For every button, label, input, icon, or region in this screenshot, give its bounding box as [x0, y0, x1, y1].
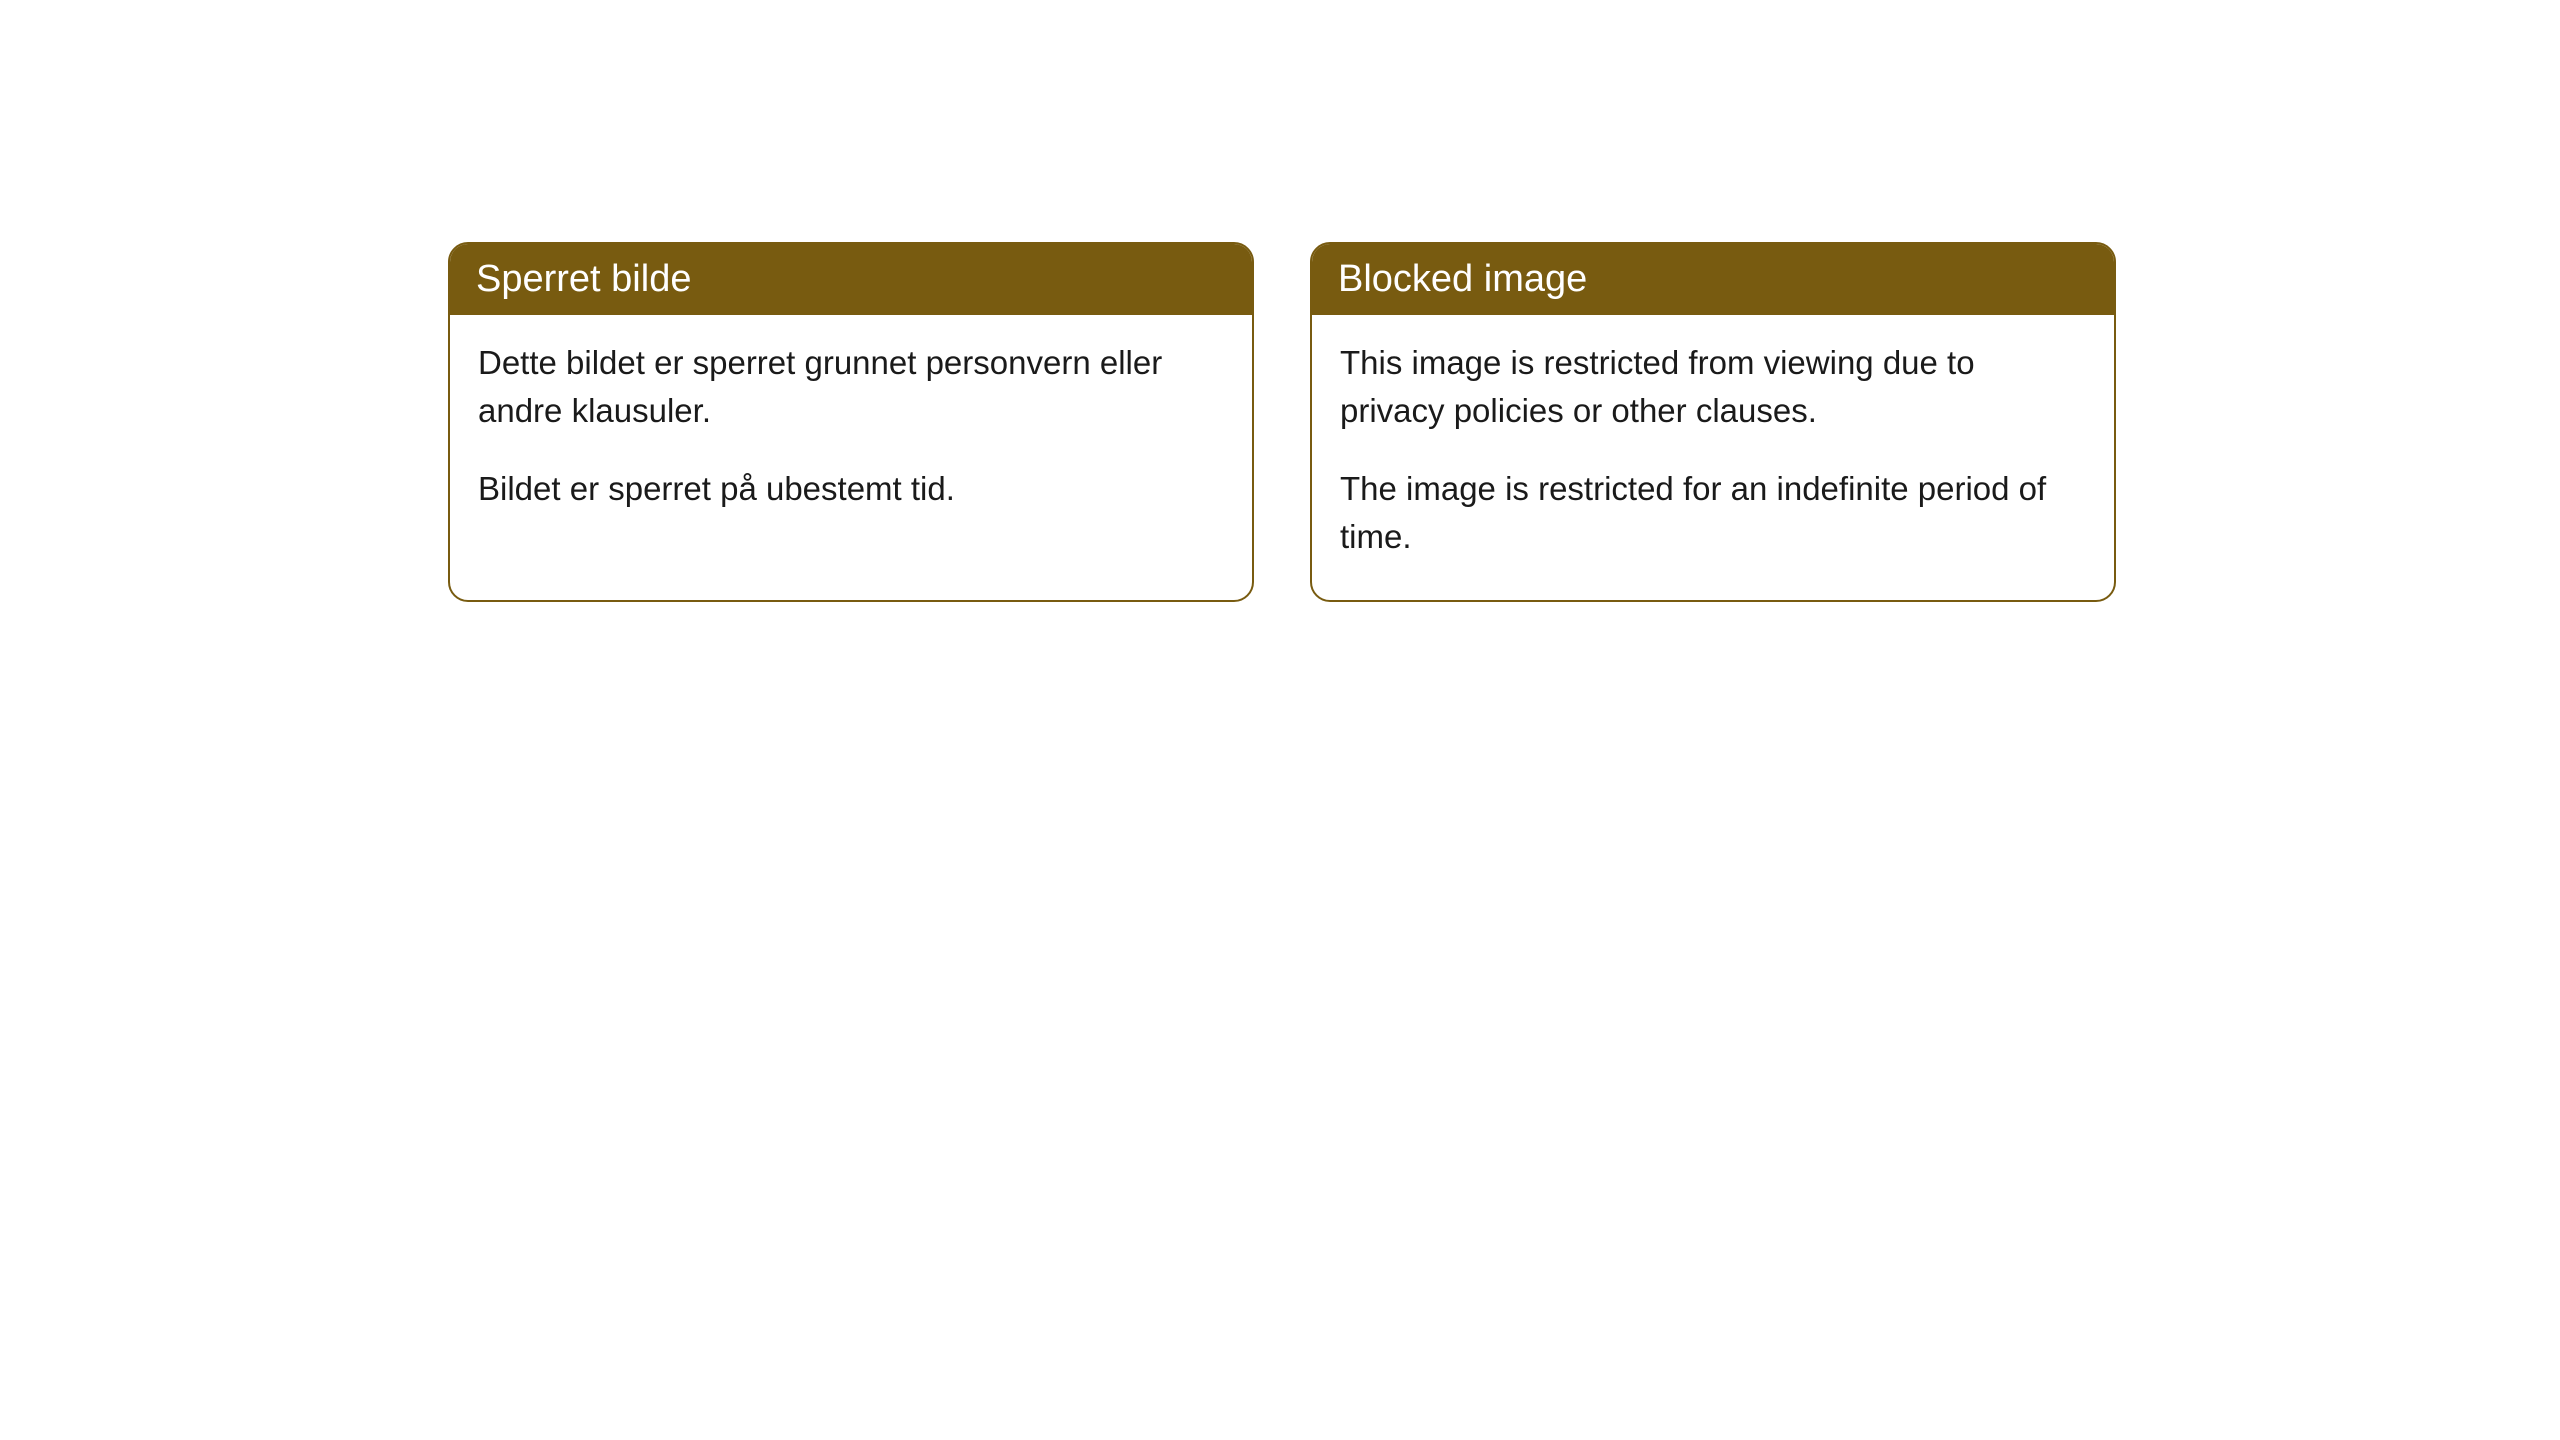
blocked-image-card-norwegian: Sperret bilde Dette bildet er sperret gr…: [448, 242, 1254, 602]
card-paragraph: Dette bildet er sperret grunnet personve…: [478, 339, 1224, 435]
card-paragraph: The image is restricted for an indefinit…: [1340, 465, 2086, 561]
card-header: Blocked image: [1312, 244, 2114, 315]
card-body: This image is restricted from viewing du…: [1312, 315, 2114, 600]
blocked-image-card-english: Blocked image This image is restricted f…: [1310, 242, 2116, 602]
card-header: Sperret bilde: [450, 244, 1252, 315]
card-title: Blocked image: [1338, 258, 1587, 300]
card-paragraph: This image is restricted from viewing du…: [1340, 339, 2086, 435]
card-body: Dette bildet er sperret grunnet personve…: [450, 315, 1252, 553]
card-paragraph: Bildet er sperret på ubestemt tid.: [478, 465, 1224, 513]
notice-cards-container: Sperret bilde Dette bildet er sperret gr…: [448, 242, 2116, 602]
card-title: Sperret bilde: [476, 258, 691, 300]
